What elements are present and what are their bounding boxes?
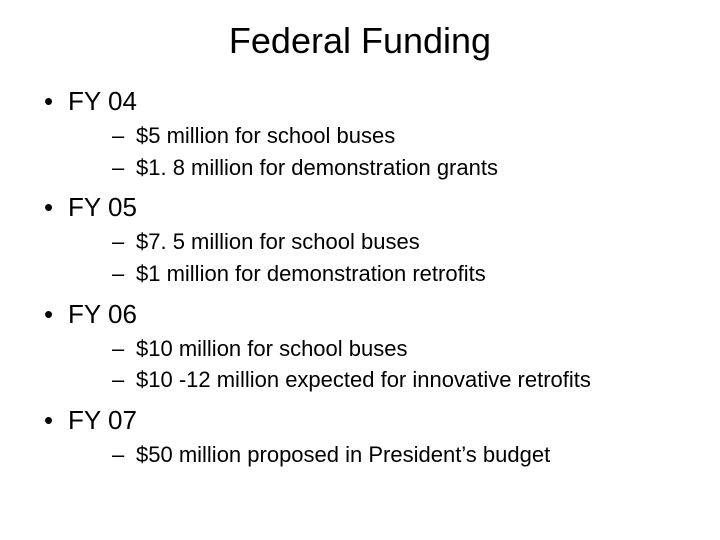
sub-item: $10 -12 million expected for innovative … — [68, 365, 680, 395]
sub-item: $1. 8 million for demonstration grants — [68, 153, 680, 183]
section-fy05: FY 05 $7. 5 million for school buses $1 … — [40, 192, 680, 288]
sub-item: $10 million for school buses — [68, 334, 680, 364]
section-label: FY 06 — [68, 299, 137, 329]
sub-list: $7. 5 million for school buses $1 millio… — [68, 227, 680, 288]
sub-list: $10 million for school buses $10 -12 mil… — [68, 334, 680, 395]
sub-item: $50 million proposed in President’s budg… — [68, 440, 680, 470]
section-label: FY 05 — [68, 192, 137, 222]
bullet-list: FY 04 $5 million for school buses $1. 8 … — [40, 86, 680, 470]
sub-item: $7. 5 million for school buses — [68, 227, 680, 257]
section-label: FY 04 — [68, 86, 137, 116]
section-label: FY 07 — [68, 405, 137, 435]
section-fy04: FY 04 $5 million for school buses $1. 8 … — [40, 86, 680, 182]
sub-item: $5 million for school buses — [68, 121, 680, 151]
section-fy06: FY 06 $10 million for school buses $10 -… — [40, 299, 680, 395]
sub-list: $5 million for school buses $1. 8 millio… — [68, 121, 680, 182]
sub-item: $1 million for demonstration retrofits — [68, 259, 680, 289]
slide-title: Federal Funding — [40, 20, 680, 62]
section-fy07: FY 07 $50 million proposed in President’… — [40, 405, 680, 470]
sub-list: $50 million proposed in President’s budg… — [68, 440, 680, 470]
